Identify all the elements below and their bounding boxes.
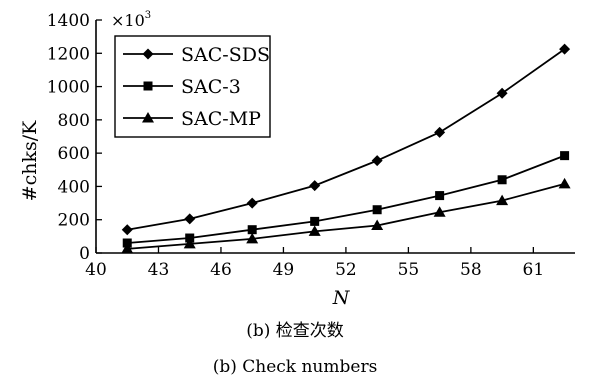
legend-label-sac-sds: SAC-SDS — [181, 44, 270, 66]
data-point-sac-sds — [121, 224, 133, 236]
y-tick-label: 1400 — [47, 11, 90, 31]
data-point-sac-mp — [246, 232, 259, 244]
data-point-sac-mp — [183, 237, 196, 249]
y-multiplier-base: ×10 — [111, 11, 145, 30]
data-point-sac-sds — [559, 43, 571, 55]
data-point-sac-sds — [309, 180, 321, 192]
data-point-sac-sds — [246, 197, 258, 209]
x-tick-label: 46 — [210, 260, 232, 280]
data-point-sac-sds — [371, 155, 383, 167]
legend-marker-sac-mp — [142, 112, 154, 123]
y-tick-label: 200 — [58, 211, 90, 231]
data-point-sac-3 — [247, 225, 257, 235]
data-point-sac-3 — [435, 191, 445, 201]
data-point-sac-3 — [560, 151, 570, 161]
x-tick-label: 58 — [460, 260, 482, 280]
legend-marker-sac-sds — [142, 48, 154, 60]
data-point-sac-sds — [434, 126, 446, 138]
series-line-sac-sds — [127, 48, 566, 231]
y-tick-label: 400 — [58, 177, 90, 197]
data-point-sac-sds — [496, 87, 508, 99]
chart-axes — [95, 20, 575, 254]
caption-english: (b) Check numbers — [212, 357, 378, 377]
data-point-sac-mp — [558, 177, 571, 189]
x-tick-label: 49 — [273, 260, 295, 280]
y-axis-ticks: 0 200 400 600 800 1000 1200 1400 — [47, 11, 102, 264]
x-tick-label: 55 — [398, 260, 420, 280]
series-line-sac-3 — [127, 154, 565, 244]
x-axis-ticks: 40 43 46 49 52 55 58 61 — [85, 247, 544, 280]
legend: SAC-SDS SAC-3 SAC-MP — [114, 35, 271, 138]
y-multiplier-label: ×103 — [111, 10, 151, 30]
y-tick-label: 1200 — [47, 44, 90, 64]
x-tick-label: 52 — [335, 260, 357, 280]
x-tick-label: 61 — [523, 260, 545, 280]
y-multiplier-exponent: 3 — [145, 10, 151, 21]
legend-marker-sac-3 — [143, 81, 153, 91]
data-point-sac-mp — [371, 219, 384, 231]
data-point-sac-3 — [497, 175, 507, 185]
data-point-sac-3 — [372, 205, 382, 215]
data-point-sac-mp — [433, 206, 446, 217]
series-lines — [127, 48, 566, 250]
caption-chinese: (b) 检查次数 — [246, 321, 344, 341]
x-tick-label: 43 — [148, 260, 170, 280]
series-line-sac-mp — [127, 183, 565, 250]
x-axis-label: N — [332, 287, 351, 309]
data-point-sac-sds — [184, 213, 196, 225]
legend-label-sac-mp: SAC-MP — [181, 108, 261, 130]
data-point-sac-mp — [121, 242, 134, 254]
y-tick-label: 0 — [79, 244, 90, 264]
y-tick-label: 1000 — [47, 78, 90, 98]
legend-label-sac-3: SAC-3 — [181, 76, 241, 98]
y-tick-label: 800 — [58, 111, 90, 131]
y-axis-label: #chks/K — [19, 120, 41, 201]
data-point-sac-mp — [308, 225, 321, 236]
data-point-sac-3 — [310, 216, 320, 226]
data-point-sac-mp — [496, 194, 509, 206]
series-markers — [121, 43, 571, 254]
x-tick-label: 40 — [85, 260, 107, 280]
y-tick-label: 600 — [58, 144, 90, 164]
